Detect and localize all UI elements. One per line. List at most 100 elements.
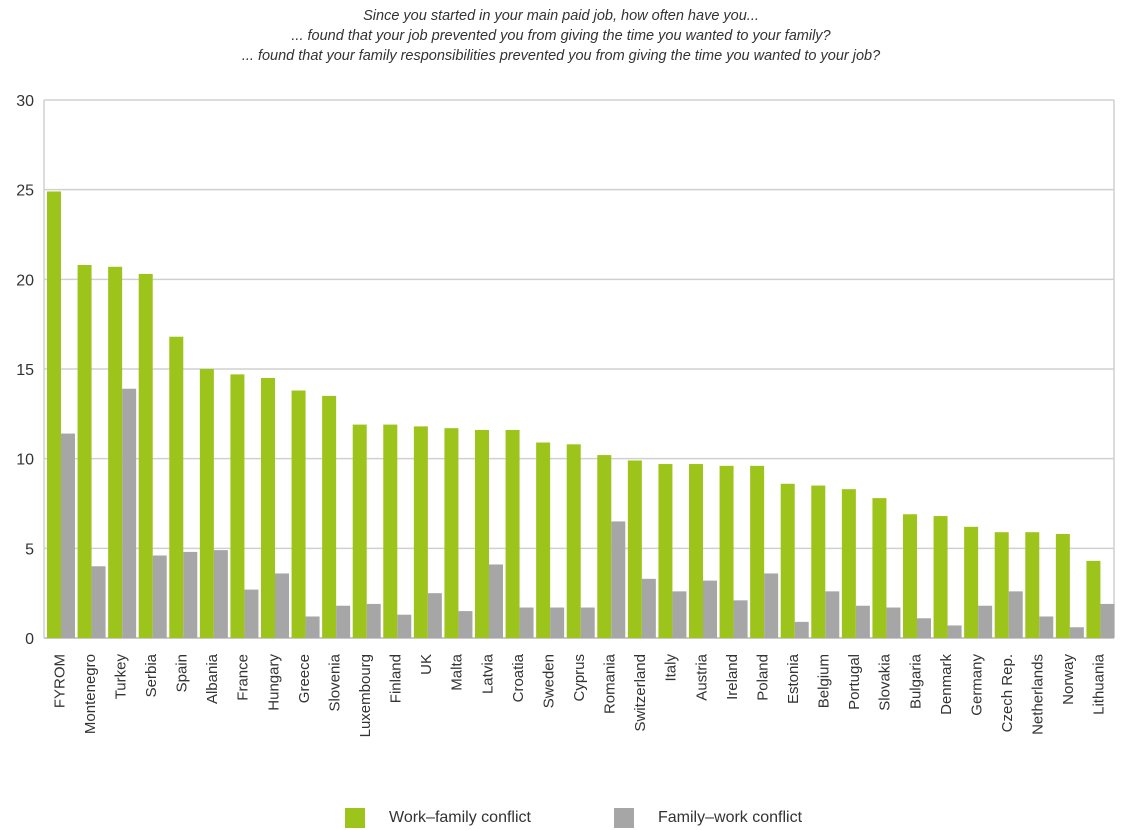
- bars: [47, 191, 1115, 638]
- bar-work-family-conflict-denmark: [933, 516, 948, 638]
- bar-work-family-conflict-italy: [658, 464, 673, 638]
- x-tick-label: Netherlands: [1030, 654, 1047, 735]
- bar-work-family-conflict-switzerland: [627, 460, 642, 638]
- bar-family-work-conflict-montenegro: [91, 566, 106, 638]
- x-tick-label: Austria: [693, 653, 710, 700]
- x-tick-label: Portugal: [846, 654, 863, 710]
- x-tick-label: Poland: [754, 654, 771, 701]
- bar-work-family-conflict-serbia: [138, 273, 153, 638]
- x-tick-label: Czech Rep.: [999, 654, 1016, 732]
- x-tick-label: Cyprus: [571, 654, 588, 702]
- x-tick-label: Latvia: [479, 653, 496, 694]
- bar-work-family-conflict-portugal: [841, 489, 856, 638]
- bar-work-family-conflict-greece: [291, 390, 306, 638]
- bar-work-family-conflict-estonia: [780, 483, 795, 638]
- bar-work-family-conflict-netherlands: [1025, 532, 1040, 638]
- bar-work-family-conflict-slovakia: [872, 498, 887, 638]
- x-tick-label: Croatia: [510, 653, 527, 702]
- bar-work-family-conflict-bulgaria: [903, 514, 917, 638]
- bar-work-family-conflict-latvia: [475, 429, 489, 638]
- x-axis-ticks: FYROM Montenegro Turkey Serbia Spain Albania F…: [51, 653, 1107, 737]
- bar-family-work-conflict-hungary: [275, 573, 289, 638]
- x-tick-label: Slovakia: [877, 653, 894, 710]
- x-tick-label: Hungary: [265, 654, 282, 711]
- bar-family-work-conflict-fyrom: [61, 433, 75, 638]
- bar-family-work-conflict-austria: [703, 580, 717, 638]
- chart-title-line-3: ... found that your family responsibilit…: [241, 48, 881, 64]
- bar-work-family-conflict-austria: [689, 464, 703, 638]
- x-tick-label: Turkey: [112, 654, 129, 700]
- bar-family-work-conflict-switzerland: [641, 578, 656, 638]
- legend-label-work-family: Work–family conflict: [389, 809, 531, 826]
- bar-family-work-conflict-greece: [305, 616, 320, 638]
- x-tick-label: Greece: [296, 654, 313, 703]
- bar-family-work-conflict-norway: [1069, 627, 1084, 638]
- bar-work-family-conflict-slovenia: [322, 395, 337, 638]
- bar-work-family-conflict-lithuania: [1086, 560, 1101, 638]
- bar-work-family-conflict-malta: [444, 428, 459, 638]
- x-tick-label: Montenegro: [82, 654, 99, 734]
- bar-family-work-conflict-italy: [672, 591, 687, 638]
- bar-work-family-conflict-albania: [199, 369, 214, 638]
- y-tick-label: 15: [16, 362, 34, 379]
- bar-work-family-conflict-poland: [750, 465, 765, 638]
- bar-family-work-conflict-germany: [978, 605, 993, 638]
- bar-family-work-conflict-ireland: [733, 600, 748, 638]
- y-tick-label: 5: [25, 541, 34, 558]
- bar-work-family-conflict-fyrom: [47, 191, 61, 638]
- bar-family-work-conflict-czech-rep: [1008, 591, 1023, 638]
- bar-family-work-conflict-lithuania: [1100, 603, 1115, 638]
- bar-family-work-conflict-albania: [213, 550, 228, 638]
- x-tick-label: Malta: [449, 653, 466, 690]
- y-tick-label: 10: [16, 452, 34, 469]
- bar-family-work-conflict-portugal: [855, 605, 870, 638]
- bar-work-family-conflict-france: [230, 374, 245, 638]
- bar-work-family-conflict-hungary: [261, 377, 275, 638]
- x-tick-label: Finland: [388, 654, 405, 703]
- bar-work-family-conflict-cyprus: [566, 444, 581, 638]
- bar-family-work-conflict-france: [244, 589, 259, 638]
- bar-family-work-conflict-belgium: [825, 591, 840, 638]
- chart-title-line-2: ... found that your job prevented you fr…: [291, 28, 831, 44]
- bar-work-family-conflict-finland: [383, 424, 398, 638]
- bar-work-family-conflict-belgium: [811, 485, 826, 638]
- x-tick-label: Italy: [663, 654, 680, 682]
- x-tick-label: FYROM: [51, 654, 68, 708]
- bar-family-work-conflict-estonia: [794, 621, 809, 638]
- y-tick-label: 20: [16, 272, 34, 289]
- bar-work-family-conflict-turkey: [108, 266, 123, 638]
- x-tick-label: UK: [418, 654, 435, 675]
- x-tick-label: Spain: [174, 654, 191, 692]
- bar-work-family-conflict-spain: [169, 336, 184, 638]
- bar-family-work-conflict-poland: [764, 573, 779, 638]
- bar-family-work-conflict-netherlands: [1039, 616, 1054, 638]
- x-tick-label: Slovenia: [326, 653, 343, 711]
- bar-family-work-conflict-luxembourg: [366, 603, 381, 638]
- bar-family-work-conflict-latvia: [489, 564, 503, 638]
- x-tick-label: Belgium: [816, 654, 833, 708]
- x-tick-label: Germany: [968, 654, 985, 716]
- y-tick-label: 0: [25, 631, 34, 648]
- chart-title: Since you started in your main paid job,…: [0, 6, 1122, 66]
- y-tick-label: 30: [16, 93, 34, 110]
- bar-work-family-conflict-romania: [597, 455, 612, 638]
- x-tick-label: Luxembourg: [357, 654, 374, 737]
- y-tick-label: 25: [16, 183, 34, 200]
- bar-family-work-conflict-denmark: [947, 625, 962, 638]
- bar-family-work-conflict-finland: [397, 614, 412, 638]
- chart-title-line-1: Since you started in your main paid job,…: [363, 8, 759, 24]
- bar-family-work-conflict-bulgaria: [917, 618, 931, 638]
- x-tick-label: Lithuania: [1091, 653, 1108, 715]
- bar-family-work-conflict-romania: [611, 521, 626, 638]
- x-tick-label: Norway: [1060, 654, 1077, 705]
- legend-swatch-family-work: [614, 808, 634, 828]
- x-tick-label: Sweden: [540, 654, 557, 708]
- bar-work-family-conflict-luxembourg: [352, 424, 367, 638]
- bar-work-family-conflict-uk: [413, 426, 428, 638]
- x-tick-label: Switzerland: [632, 654, 649, 732]
- x-tick-label: Denmark: [938, 654, 955, 715]
- bar-family-work-conflict-malta: [458, 611, 473, 638]
- bar-work-family-conflict-sweden: [536, 442, 551, 638]
- x-tick-label: Estonia: [785, 653, 802, 704]
- bar-work-family-conflict-ireland: [719, 465, 734, 638]
